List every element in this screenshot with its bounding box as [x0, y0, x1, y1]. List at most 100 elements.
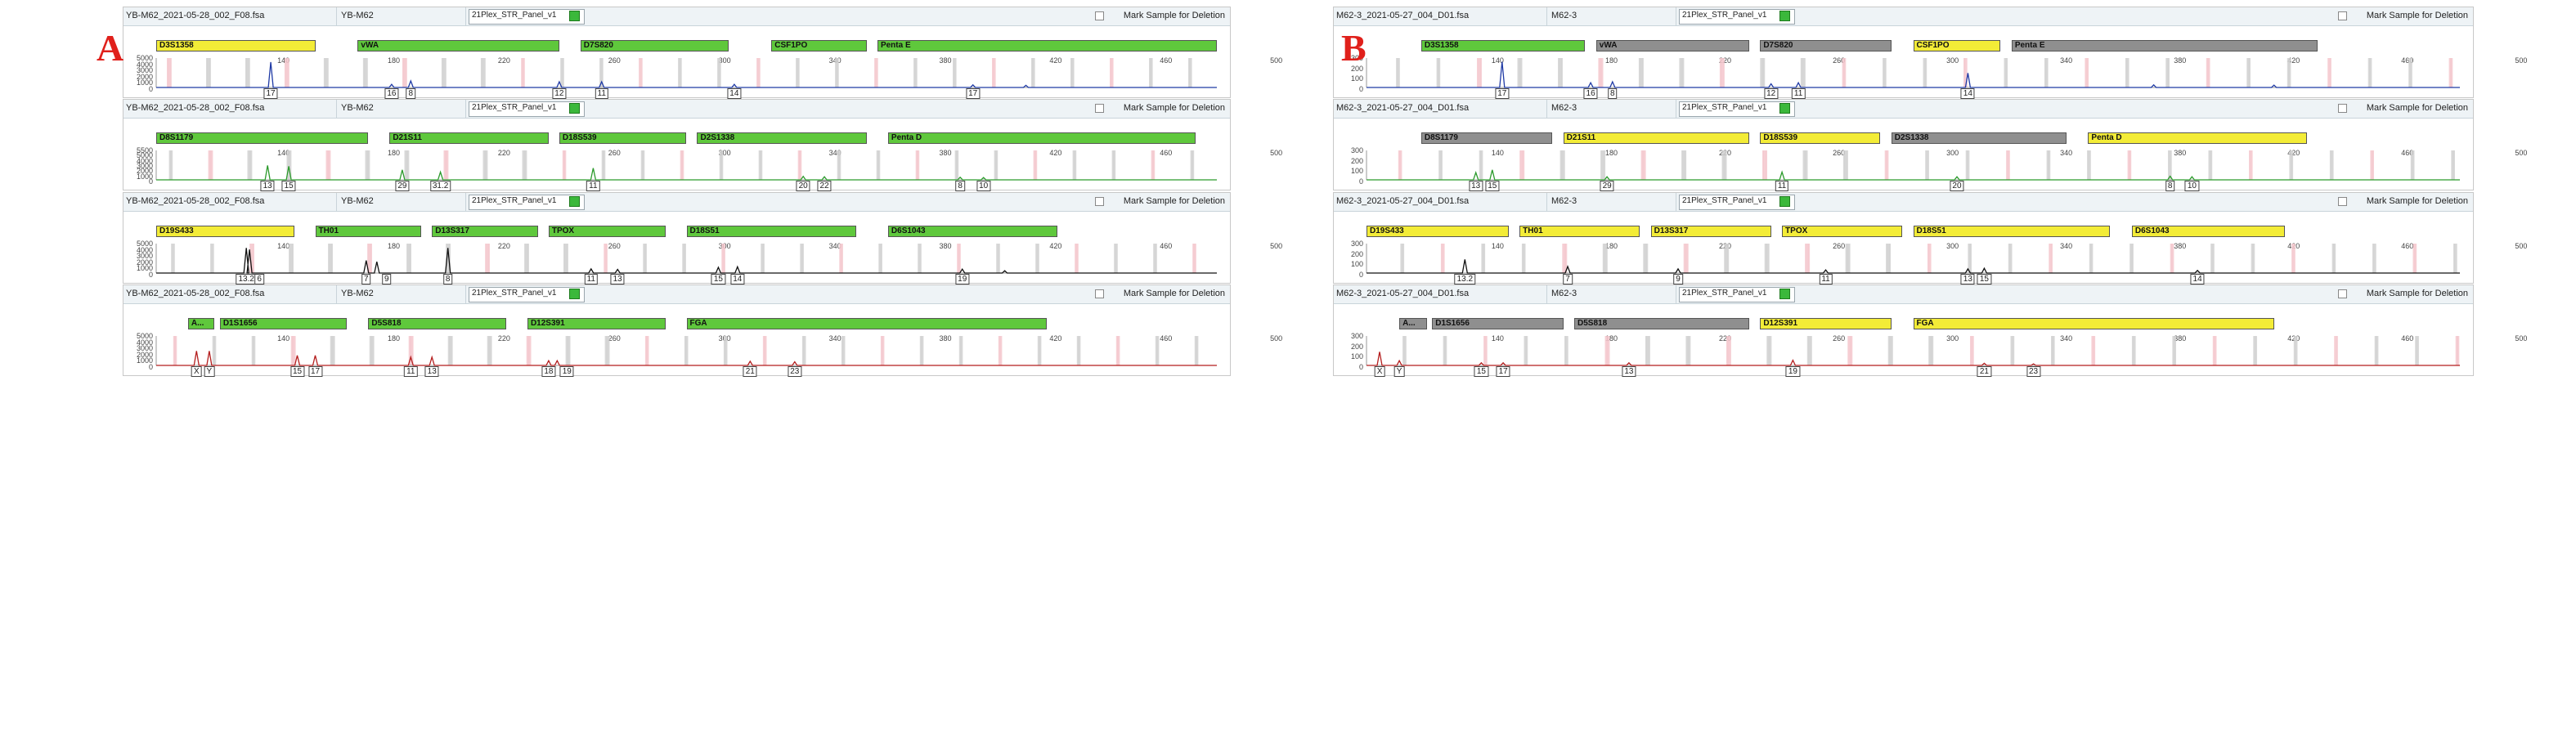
- locus-marker[interactable]: A...: [1399, 318, 1427, 329]
- panel-apply-icon[interactable]: [1779, 196, 1790, 207]
- locus-marker[interactable]: A...: [187, 318, 215, 329]
- panel-selector[interactable]: [1679, 195, 1795, 210]
- allele-call-label[interactable]: 13: [1960, 274, 1975, 284]
- locus-marker[interactable]: D2S1338: [697, 132, 867, 144]
- allele-call-label[interactable]: 17: [966, 88, 981, 99]
- locus-marker[interactable]: D6S1043: [887, 226, 1058, 237]
- allele-call-label[interactable]: 15: [1485, 181, 1500, 191]
- locus-marker[interactable]: D5S818: [368, 318, 506, 329]
- allele-call-label[interactable]: 13: [610, 274, 625, 284]
- allele-call-label[interactable]: 6: [254, 274, 264, 284]
- allele-call-label[interactable]: 7: [361, 274, 371, 284]
- panel-apply-icon[interactable]: [569, 196, 580, 207]
- locus-marker[interactable]: D7S820: [580, 40, 729, 52]
- allele-call-label[interactable]: 11: [586, 181, 600, 191]
- mark-deletion-checkbox[interactable]: [1095, 11, 1104, 20]
- locus-marker[interactable]: Penta E: [2011, 40, 2318, 52]
- allele-call-label[interactable]: 13: [260, 181, 275, 191]
- allele-call-label[interactable]: 29: [1600, 181, 1614, 191]
- allele-call-label[interactable]: 14: [1960, 88, 1975, 99]
- panel-apply-icon[interactable]: [1779, 11, 1790, 21]
- allele-call-label[interactable]: 17: [1496, 366, 1510, 377]
- allele-call-label[interactable]: 14: [727, 88, 742, 99]
- allele-call-label[interactable]: X: [1374, 366, 1385, 377]
- locus-marker[interactable]: FGA: [686, 318, 1048, 329]
- locus-marker[interactable]: TH01: [315, 226, 422, 237]
- allele-call-label[interactable]: 20: [1950, 181, 1964, 191]
- allele-call-label[interactable]: 10: [2184, 181, 2199, 191]
- locus-marker[interactable]: D13S317: [1650, 226, 1771, 237]
- locus-marker[interactable]: D8S1179: [1420, 132, 1553, 144]
- allele-call-label[interactable]: 17: [263, 88, 278, 99]
- allele-call-label[interactable]: 11: [1791, 88, 1806, 99]
- locus-marker[interactable]: vWA: [1595, 40, 1749, 52]
- allele-call-label[interactable]: 13.2: [1454, 274, 1476, 284]
- locus-marker[interactable]: D13S317: [432, 226, 538, 237]
- locus-marker[interactable]: D18S51: [686, 226, 857, 237]
- allele-call-label[interactable]: 21: [1977, 366, 1991, 377]
- locus-marker[interactable]: D8S1179: [156, 132, 369, 144]
- locus-marker[interactable]: Penta D: [887, 132, 1196, 144]
- allele-call-label[interactable]: 23: [2026, 366, 2041, 377]
- allele-call-label[interactable]: 17: [1495, 88, 1510, 99]
- allele-call-label[interactable]: 9: [1673, 274, 1683, 284]
- locus-marker[interactable]: D18S539: [1760, 132, 1881, 144]
- locus-marker[interactable]: Penta D: [2088, 132, 2307, 144]
- locus-marker[interactable]: D7S820: [1760, 40, 1892, 52]
- allele-call-label[interactable]: Y: [1393, 366, 1405, 377]
- allele-call-label[interactable]: 15: [1474, 366, 1488, 377]
- locus-marker[interactable]: D18S51: [1913, 226, 2111, 237]
- mark-deletion-checkbox[interactable]: [2338, 11, 2347, 20]
- allele-call-label[interactable]: 8: [1608, 88, 1618, 99]
- allele-call-label[interactable]: 22: [817, 181, 832, 191]
- locus-marker[interactable]: D5S818: [1574, 318, 1749, 329]
- locus-marker[interactable]: FGA: [1913, 318, 2274, 329]
- allele-call-label[interactable]: 11: [1775, 181, 1789, 191]
- locus-marker[interactable]: D19S433: [1367, 226, 1509, 237]
- mark-deletion-checkbox[interactable]: [2338, 104, 2347, 113]
- panel-apply-icon[interactable]: [569, 103, 580, 114]
- allele-call-label[interactable]: 13: [1469, 181, 1483, 191]
- locus-marker[interactable]: D3S1358: [1420, 40, 1586, 52]
- panel-apply-icon[interactable]: [1779, 289, 1790, 299]
- locus-marker[interactable]: D19S433: [156, 226, 294, 237]
- allele-call-label[interactable]: 11: [584, 274, 598, 284]
- allele-call-label[interactable]: 19: [559, 366, 574, 377]
- panel-selector[interactable]: [1679, 9, 1795, 25]
- allele-call-label[interactable]: 16: [384, 88, 399, 99]
- allele-call-label[interactable]: 8: [2165, 181, 2175, 191]
- allele-call-label[interactable]: 10: [976, 181, 991, 191]
- locus-marker[interactable]: TH01: [1519, 226, 1640, 237]
- allele-call-label[interactable]: 13.2: [236, 274, 257, 284]
- locus-marker[interactable]: D1S1656: [1432, 318, 1564, 329]
- panel-selector[interactable]: [1679, 287, 1795, 302]
- locus-marker[interactable]: CSF1PO: [771, 40, 867, 52]
- allele-call-label[interactable]: Y: [204, 366, 215, 377]
- panel-selector[interactable]: [469, 195, 585, 210]
- allele-call-label[interactable]: 15: [289, 366, 305, 377]
- allele-call-label[interactable]: 14: [730, 274, 745, 284]
- locus-marker[interactable]: D1S1656: [219, 318, 348, 329]
- mark-deletion-checkbox[interactable]: [1095, 289, 1104, 298]
- mark-deletion-checkbox[interactable]: [1095, 104, 1104, 113]
- locus-marker[interactable]: D2S1338: [1891, 132, 2067, 144]
- allele-call-label[interactable]: 17: [307, 366, 323, 377]
- allele-call-label[interactable]: 13: [1622, 366, 1636, 377]
- locus-marker[interactable]: D3S1358: [156, 40, 316, 52]
- allele-call-label[interactable]: 15: [711, 274, 725, 284]
- allele-call-label[interactable]: 18: [541, 366, 556, 377]
- locus-marker[interactable]: TPOX: [1782, 226, 1903, 237]
- panel-apply-icon[interactable]: [1779, 103, 1790, 114]
- allele-call-label[interactable]: 23: [788, 366, 802, 377]
- allele-call-label[interactable]: 29: [395, 181, 410, 191]
- mark-deletion-checkbox[interactable]: [2338, 289, 2347, 298]
- locus-marker[interactable]: D18S539: [559, 132, 687, 144]
- locus-marker[interactable]: vWA: [357, 40, 559, 52]
- allele-call-label[interactable]: 8: [955, 181, 965, 191]
- allele-call-label[interactable]: 31.2: [429, 181, 451, 191]
- allele-call-label[interactable]: 8: [442, 274, 453, 284]
- panel-selector[interactable]: [469, 101, 585, 117]
- mark-deletion-checkbox[interactable]: [1095, 197, 1104, 206]
- locus-marker[interactable]: D12S391: [527, 318, 666, 329]
- panel-selector[interactable]: [469, 287, 585, 302]
